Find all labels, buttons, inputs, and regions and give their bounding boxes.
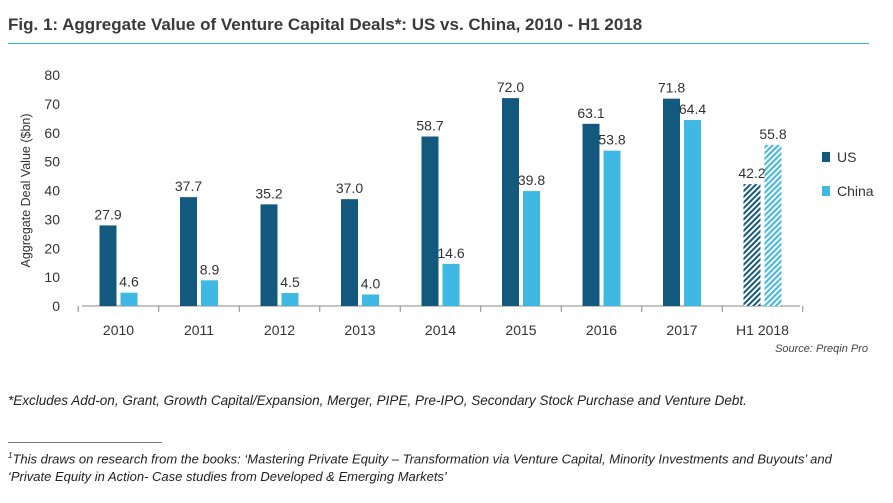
x-tick-label: 2014 [425,322,456,338]
us-bar [502,98,519,306]
china-value-label: 53.8 [598,132,625,148]
y-tick-label: 10 [44,269,60,285]
legend-label-us: US [837,149,856,165]
x-tick-label: 2017 [666,322,697,338]
source-note: Source: Preqin Pro [775,343,868,355]
legend-swatch-us [822,152,830,162]
china-value-label: 4.0 [361,275,381,291]
china-bar [523,191,540,306]
x-tick-label: 2011 [184,322,214,338]
us-bar [341,199,358,306]
china-bar [281,293,299,306]
footnote-research: 1This draws on research from the books: … [8,447,868,486]
china-value-label: 4.6 [119,274,139,290]
us-value-label: 35.2 [255,185,282,201]
y-tick-label: 60 [44,125,60,141]
china-bar [201,280,218,306]
us-bar [663,98,680,307]
y-axis-label: Aggregate Deal Value ($bn) [19,113,33,267]
y-tick-label: 30 [44,211,60,227]
x-tick-label: 2015 [505,322,536,338]
us-bar [421,136,439,306]
us-bar [582,123,600,306]
y-tick-label: 40 [44,183,60,199]
china-value-label: 14.6 [437,245,464,261]
us-value-label: 27.9 [94,206,121,222]
footnote-marker: 1 [8,451,13,460]
china-bar [362,294,379,306]
y-tick-label: 50 [44,154,60,170]
china-bar [764,144,782,306]
x-tick-label: 2013 [344,322,375,338]
us-value-label: 72.0 [497,79,524,95]
us-bar [260,204,278,306]
x-tick-label: H1 2018 [736,322,789,338]
us-value-label: 63.1 [577,105,604,121]
us-value-label: 58.7 [416,118,443,134]
y-tick-label: 70 [44,96,60,112]
figure-title: Fig. 1: Aggregate Value of Venture Capit… [8,15,643,34]
china-value-label: 39.8 [518,172,545,188]
us-value-label: 37.7 [175,178,202,194]
footnote-research-text: This draws on research from the books: ‘… [8,451,832,485]
us-bar [180,197,197,306]
legend-label-china: China [837,183,874,199]
us-value-label: 42.2 [738,165,765,181]
y-tick-label: 0 [52,298,60,314]
china-value-label: 55.8 [759,126,786,142]
china-bar [684,120,701,306]
china-value-label: 64.4 [679,101,706,117]
bar-chart: Aggregate Deal Value ($bn) 0 10 20 30 40 50 60 7… [19,67,874,355]
china-bar [120,292,138,306]
footnote-divider [8,442,162,443]
china-value-label: 8.9 [200,261,220,277]
x-tick-label: 2012 [264,322,295,338]
us-value-label: 37.0 [336,180,363,196]
us-bar [99,225,117,306]
y-tick-label: 80 [44,67,60,83]
china-bar [603,150,621,306]
footnote-excludes: *Excludes Add-on, Grant, Growth Capital/… [8,393,747,408]
legend-swatch-china [822,186,830,196]
us-bar [743,184,761,306]
us-value-label: 71.8 [658,80,685,96]
y-tick-label: 20 [44,240,60,256]
x-tick-label: 2010 [103,322,134,338]
x-tick-label: 2016 [586,322,617,338]
china-value-label: 4.5 [280,274,300,290]
title-rule [8,43,869,44]
china-bar [442,263,460,306]
